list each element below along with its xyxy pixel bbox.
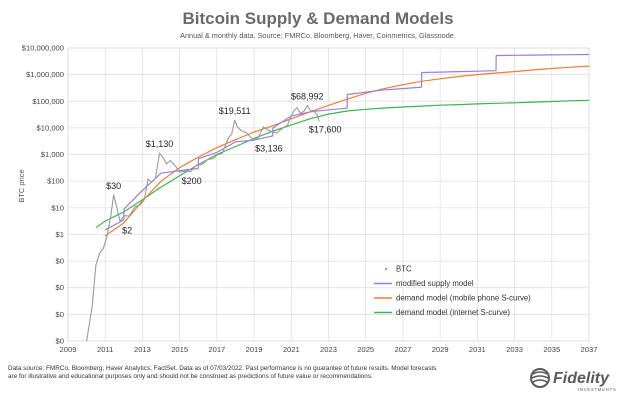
series-line-1 bbox=[104, 53, 590, 231]
y-tick-label: $0 bbox=[56, 337, 64, 346]
x-tick-label: 2025 bbox=[357, 345, 374, 354]
legend-label: modified supply model bbox=[396, 279, 474, 288]
y-tick-label: $1,000 bbox=[41, 150, 64, 159]
chart-svg: Bitcoin Supply & Demand Models Annual & … bbox=[17, 9, 598, 354]
x-tick-label: 2035 bbox=[543, 345, 560, 354]
chart-subtitle: Annual & monthly data. Source: FMRCo, Bl… bbox=[180, 31, 456, 40]
annotations: $30 $2 $1,130 $200 $19,511 $3,136 $68,992 $17,6… bbox=[106, 92, 341, 236]
annotation-label: $17,600 bbox=[309, 124, 342, 134]
footer-note: Data source: FMRCo, Bloomberg, Haver Ana… bbox=[8, 365, 528, 381]
series-group bbox=[86, 53, 590, 342]
annotation-label: $19,511 bbox=[219, 106, 251, 116]
series-line-2 bbox=[104, 65, 590, 237]
chart-title: Bitcoin Supply & Demand Models bbox=[182, 9, 453, 28]
x-tick-label: 2019 bbox=[246, 345, 263, 354]
annotation-label: $3,136 bbox=[255, 144, 283, 154]
legend: BTC modified supply model demand model (mo… bbox=[374, 265, 531, 317]
legend-label: demand model (internet S-curve) bbox=[396, 308, 510, 317]
x-tick-label: 2009 bbox=[60, 345, 77, 354]
y-tick-label: $1 bbox=[56, 230, 64, 239]
x-tick-label: 2033 bbox=[506, 345, 523, 354]
annotation-label: $1,130 bbox=[146, 139, 174, 149]
y-tick-label: $0 bbox=[56, 310, 64, 319]
globe-icon bbox=[530, 368, 550, 388]
logo-wordmark: Fidelity bbox=[553, 370, 610, 387]
legend-marker bbox=[384, 267, 388, 271]
y-tick-label: $100 bbox=[47, 177, 64, 186]
grid bbox=[67, 47, 590, 342]
x-tick-label: 2015 bbox=[171, 345, 188, 354]
y-tick-label: $0 bbox=[56, 257, 64, 266]
y-tick-label: $1,000,000 bbox=[26, 70, 64, 79]
x-tick-label: 2027 bbox=[394, 345, 411, 354]
series-line-3 bbox=[95, 99, 590, 229]
logo-subtext: INVESTMENTS bbox=[578, 387, 617, 392]
x-tick-label: 2037 bbox=[581, 345, 598, 354]
y-ticks: $0 $0 $0 $0 $1 $10 $100 $1,000 $10,000 $100,000 $1… bbox=[22, 44, 64, 346]
x-tick-label: 2023 bbox=[320, 345, 337, 354]
legend-label: demand model (mobile phone S-curve) bbox=[396, 294, 531, 303]
x-tick-label: 2013 bbox=[134, 345, 151, 354]
y-axis-label: BTC price bbox=[17, 169, 26, 202]
annotation-label: $30 bbox=[106, 181, 121, 191]
series-line-0 bbox=[86, 105, 320, 342]
x-tick-label: 2031 bbox=[469, 345, 486, 354]
y-tick-label: $10 bbox=[51, 203, 64, 212]
footer-line-2: are for illustrative and educational pur… bbox=[8, 373, 373, 381]
annotation-label: $2 bbox=[122, 226, 132, 236]
annotation-label: $200 bbox=[182, 176, 202, 186]
fidelity-logo: Fidelity INVESTMENTS bbox=[530, 368, 617, 392]
y-tick-label: $10,000,000 bbox=[22, 44, 64, 53]
x-tick-label: 2029 bbox=[432, 345, 449, 354]
footer-line-1: Data source: FMRCo, Bloomberg, Haver Ana… bbox=[8, 365, 437, 372]
annotation-label: $68,992 bbox=[291, 92, 324, 102]
x-tick-label: 2021 bbox=[283, 345, 300, 354]
y-tick-label: $10,000 bbox=[37, 123, 64, 132]
x-tick-label: 2017 bbox=[208, 345, 225, 354]
y-tick-label: $100,000 bbox=[32, 97, 64, 106]
legend-label: BTC bbox=[396, 265, 412, 274]
x-ticks: 2009 2011 2013 2015 2017 2019 2021 2023 2025 2027… bbox=[60, 345, 598, 354]
x-tick-label: 2011 bbox=[97, 345, 113, 354]
y-tick-label: $0 bbox=[56, 283, 64, 292]
